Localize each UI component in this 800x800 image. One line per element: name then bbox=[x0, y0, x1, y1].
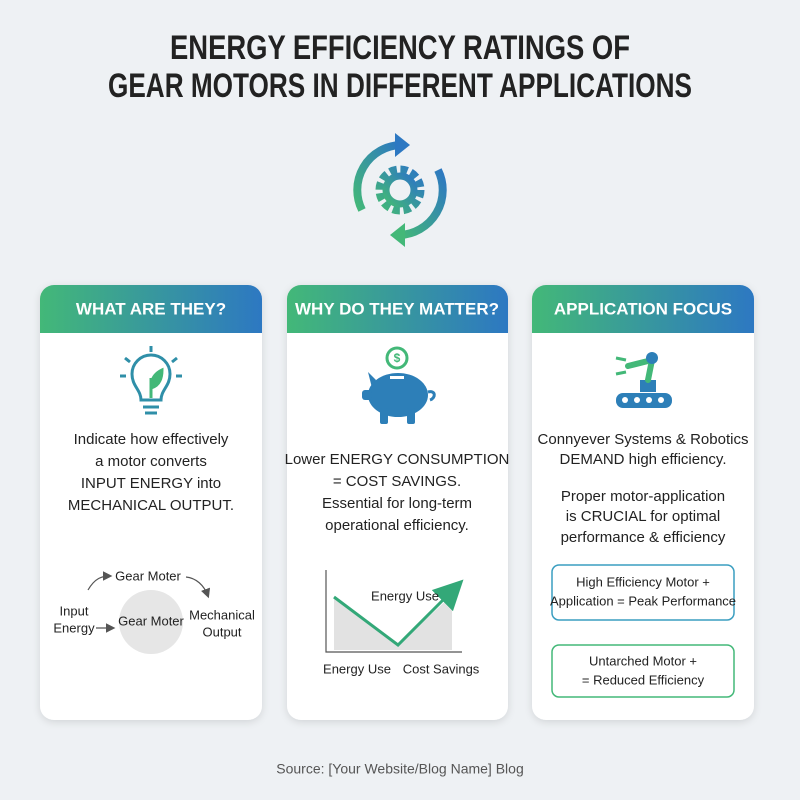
title-line: ENERGY EFFICIENCY RATINGS OF bbox=[170, 29, 630, 67]
card: WHAT ARE THEY? Indicate how effectively … bbox=[40, 285, 262, 720]
chart-label: Energy Use bbox=[371, 588, 439, 603]
card-text: is CRUCIAL for optimal bbox=[566, 508, 720, 525]
bulb-icon bbox=[120, 346, 182, 415]
piggy-icon: $ bbox=[362, 346, 436, 424]
svg-text:$: $ bbox=[394, 351, 401, 365]
card-text: Indicate how effectively bbox=[74, 431, 229, 448]
diagram-label: Mechanical bbox=[189, 607, 255, 622]
chart-label: Cost Savings bbox=[403, 661, 480, 676]
card-header: WHAT ARE THEY? bbox=[76, 299, 226, 318]
diagram-label: Input bbox=[60, 603, 89, 618]
box-text: Untarched Motor + bbox=[589, 653, 697, 668]
card-header: WHY DO THEY MATTER? bbox=[295, 299, 499, 318]
card-text: Connyever Systems & Robotics bbox=[538, 431, 749, 448]
arrow bbox=[87, 571, 113, 591]
card-text: INPUT ENERGY into bbox=[81, 475, 221, 492]
title-line: GEAR MOTORS IN DIFFERENT APPLICATIONS bbox=[108, 67, 692, 105]
card-text: Proper motor-application bbox=[561, 488, 725, 505]
box-text: Application = Peak Performance bbox=[550, 593, 736, 608]
area bbox=[334, 595, 452, 650]
card-text: = COST SAVINGS. bbox=[333, 473, 461, 490]
card: APPLICATION FOCUS Connyever Systems & Ro… bbox=[532, 285, 754, 720]
card-header: APPLICATION FOCUS bbox=[554, 299, 732, 318]
diagram-label: Gear Moter bbox=[118, 613, 184, 628]
info-box bbox=[551, 564, 735, 621]
card-text: Essential for long-term bbox=[322, 495, 472, 512]
trend-line bbox=[333, 579, 464, 647]
card-text: performance & efficiency bbox=[561, 529, 726, 546]
footer: Source: [Your Website/Blog Name] Blog bbox=[276, 761, 523, 777]
card-text: MECHANICAL OUTPUT. bbox=[68, 497, 234, 514]
card-text: operational efficiency. bbox=[325, 517, 469, 534]
robot-icon bbox=[615, 352, 672, 408]
diagram-label: Output bbox=[202, 624, 241, 639]
diagram-label: Energy bbox=[53, 620, 95, 635]
axes bbox=[325, 570, 462, 653]
gear-circle bbox=[119, 590, 183, 654]
top-icon bbox=[353, 133, 447, 247]
card-text: DEMAND high efficiency. bbox=[559, 451, 726, 468]
diagram-label: Gear Moter bbox=[115, 568, 181, 583]
card: WHY DO THEY MATTER? $ Lower ENERGY CONSU… bbox=[285, 285, 510, 720]
card-text: a motor converts bbox=[95, 453, 207, 470]
box-text: = Reduced Efficiency bbox=[582, 672, 705, 687]
box-text: High Efficiency Motor + bbox=[576, 574, 710, 589]
arrow bbox=[185, 576, 211, 599]
chart-label: Energy Use bbox=[323, 661, 391, 676]
info-box bbox=[551, 644, 735, 698]
card-text: Lower ENERGY CONSUMPTION bbox=[285, 451, 510, 468]
